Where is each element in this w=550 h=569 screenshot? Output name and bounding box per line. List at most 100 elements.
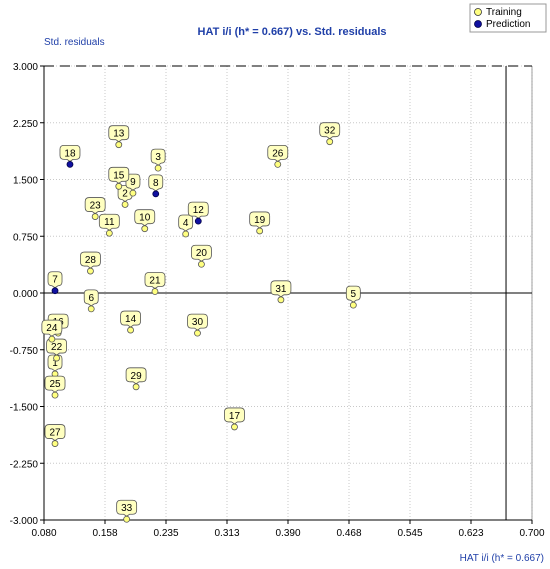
point-label: 21 bbox=[149, 275, 161, 286]
point-label: 12 bbox=[193, 205, 205, 216]
point-label-bubble bbox=[178, 214, 194, 232]
point-label-bubble bbox=[116, 499, 138, 517]
point-label: 28 bbox=[85, 255, 97, 266]
point-marker bbox=[51, 391, 59, 399]
point-marker bbox=[231, 423, 238, 431]
point-marker bbox=[349, 301, 357, 309]
legend-training-label: Training bbox=[486, 7, 522, 18]
point-label-bubble bbox=[267, 144, 289, 162]
point-marker bbox=[277, 296, 285, 304]
point-label: 24 bbox=[46, 323, 58, 334]
point-label: 29 bbox=[131, 371, 143, 382]
point-label-bubble bbox=[125, 367, 147, 385]
training-point: 15 bbox=[108, 166, 130, 190]
x-tick-label: 0.390 bbox=[275, 528, 300, 539]
point-marker bbox=[91, 213, 99, 220]
point-marker bbox=[115, 182, 123, 190]
x-tick-label: 0.080 bbox=[31, 528, 56, 539]
point-label-bubble bbox=[319, 122, 341, 140]
point-marker bbox=[127, 326, 134, 334]
point-label-bubble bbox=[46, 338, 67, 356]
point-marker bbox=[141, 225, 149, 233]
legend: Training Prediction bbox=[469, 3, 547, 33]
point-label-bubble bbox=[44, 424, 66, 442]
y-tick-label: 2.250 bbox=[13, 119, 38, 130]
y-tick-label: 3.000 bbox=[13, 62, 38, 73]
training-point: 11 bbox=[98, 213, 120, 237]
point-label-bubble bbox=[144, 272, 166, 289]
point-label: 2 bbox=[122, 188, 128, 199]
prediction-point: 7 bbox=[47, 271, 63, 295]
point-marker bbox=[274, 160, 282, 168]
point-marker bbox=[326, 138, 334, 146]
point-label: 20 bbox=[196, 248, 208, 259]
point-marker bbox=[194, 217, 202, 225]
point-label-bubble bbox=[108, 166, 130, 184]
training-point: 23 bbox=[84, 197, 106, 220]
training-point: 3 bbox=[150, 148, 166, 172]
point-marker bbox=[132, 383, 140, 391]
point-label: 5 bbox=[351, 289, 357, 300]
point-marker bbox=[53, 354, 60, 362]
point-label-bubble bbox=[224, 407, 245, 425]
point-marker bbox=[198, 260, 205, 268]
point-label: 11 bbox=[104, 217, 115, 228]
point-label: 18 bbox=[64, 148, 76, 159]
point-label: 15 bbox=[113, 170, 125, 181]
point-label-bubble bbox=[83, 289, 99, 307]
point-marker bbox=[151, 288, 159, 295]
training-point: 5 bbox=[345, 285, 361, 309]
training-point: 26 bbox=[267, 144, 289, 168]
point-label-bubble bbox=[47, 271, 63, 289]
point-label: 4 bbox=[183, 218, 189, 229]
y-tick-label: 0.000 bbox=[13, 289, 38, 300]
point-label-bubble bbox=[108, 125, 130, 143]
point-marker bbox=[129, 189, 137, 197]
point-label: 13 bbox=[113, 129, 125, 140]
point-marker bbox=[48, 335, 56, 343]
training-point: 32 bbox=[319, 122, 341, 146]
point-marker bbox=[115, 141, 123, 149]
point-label-bubble bbox=[150, 148, 166, 166]
point-label: 7 bbox=[52, 275, 58, 286]
x-tick-label: 0.235 bbox=[153, 528, 178, 539]
point-marker bbox=[154, 164, 162, 172]
y-tick-label: 1.500 bbox=[13, 176, 38, 187]
training-point: 22 bbox=[46, 338, 67, 362]
point-marker bbox=[87, 305, 95, 313]
y-tick-label: -0.750 bbox=[10, 346, 39, 357]
point-label: 26 bbox=[272, 148, 284, 159]
training-point: 27 bbox=[44, 424, 66, 447]
training-point: 21 bbox=[144, 272, 166, 295]
point-label: 27 bbox=[49, 428, 61, 439]
point-marker bbox=[182, 230, 190, 238]
y-tick-label: -3.000 bbox=[10, 516, 39, 527]
point-marker bbox=[123, 515, 131, 523]
training-point: 30 bbox=[187, 313, 208, 337]
point-marker bbox=[121, 201, 129, 208]
prediction-point: 12 bbox=[187, 201, 209, 225]
point-label-bubble bbox=[84, 197, 106, 215]
point-label: 31 bbox=[275, 284, 287, 295]
point-label: 6 bbox=[88, 293, 94, 304]
point-label-bubble bbox=[187, 313, 208, 331]
training-point: 29 bbox=[125, 367, 147, 391]
training-point: 13 bbox=[108, 125, 130, 149]
y-tick-label: -1.500 bbox=[10, 403, 39, 414]
legend-prediction-label: Prediction bbox=[486, 19, 530, 30]
training-point: 24 bbox=[41, 319, 63, 343]
y-tick-label: -2.250 bbox=[10, 459, 39, 470]
point-marker bbox=[256, 227, 264, 235]
point-marker bbox=[194, 329, 201, 337]
x-tick-label: 0.545 bbox=[397, 528, 422, 539]
training-point: 10 bbox=[134, 209, 156, 233]
point-label: 33 bbox=[121, 503, 133, 514]
point-label: 10 bbox=[139, 213, 151, 224]
training-point: 31 bbox=[270, 280, 292, 304]
x-tick-label: 0.468 bbox=[336, 528, 361, 539]
point-label: 23 bbox=[90, 201, 102, 212]
point-label-bubble bbox=[80, 251, 101, 269]
training-point: 20 bbox=[191, 244, 212, 268]
point-marker bbox=[152, 190, 160, 198]
point-label-bubble bbox=[345, 285, 361, 303]
